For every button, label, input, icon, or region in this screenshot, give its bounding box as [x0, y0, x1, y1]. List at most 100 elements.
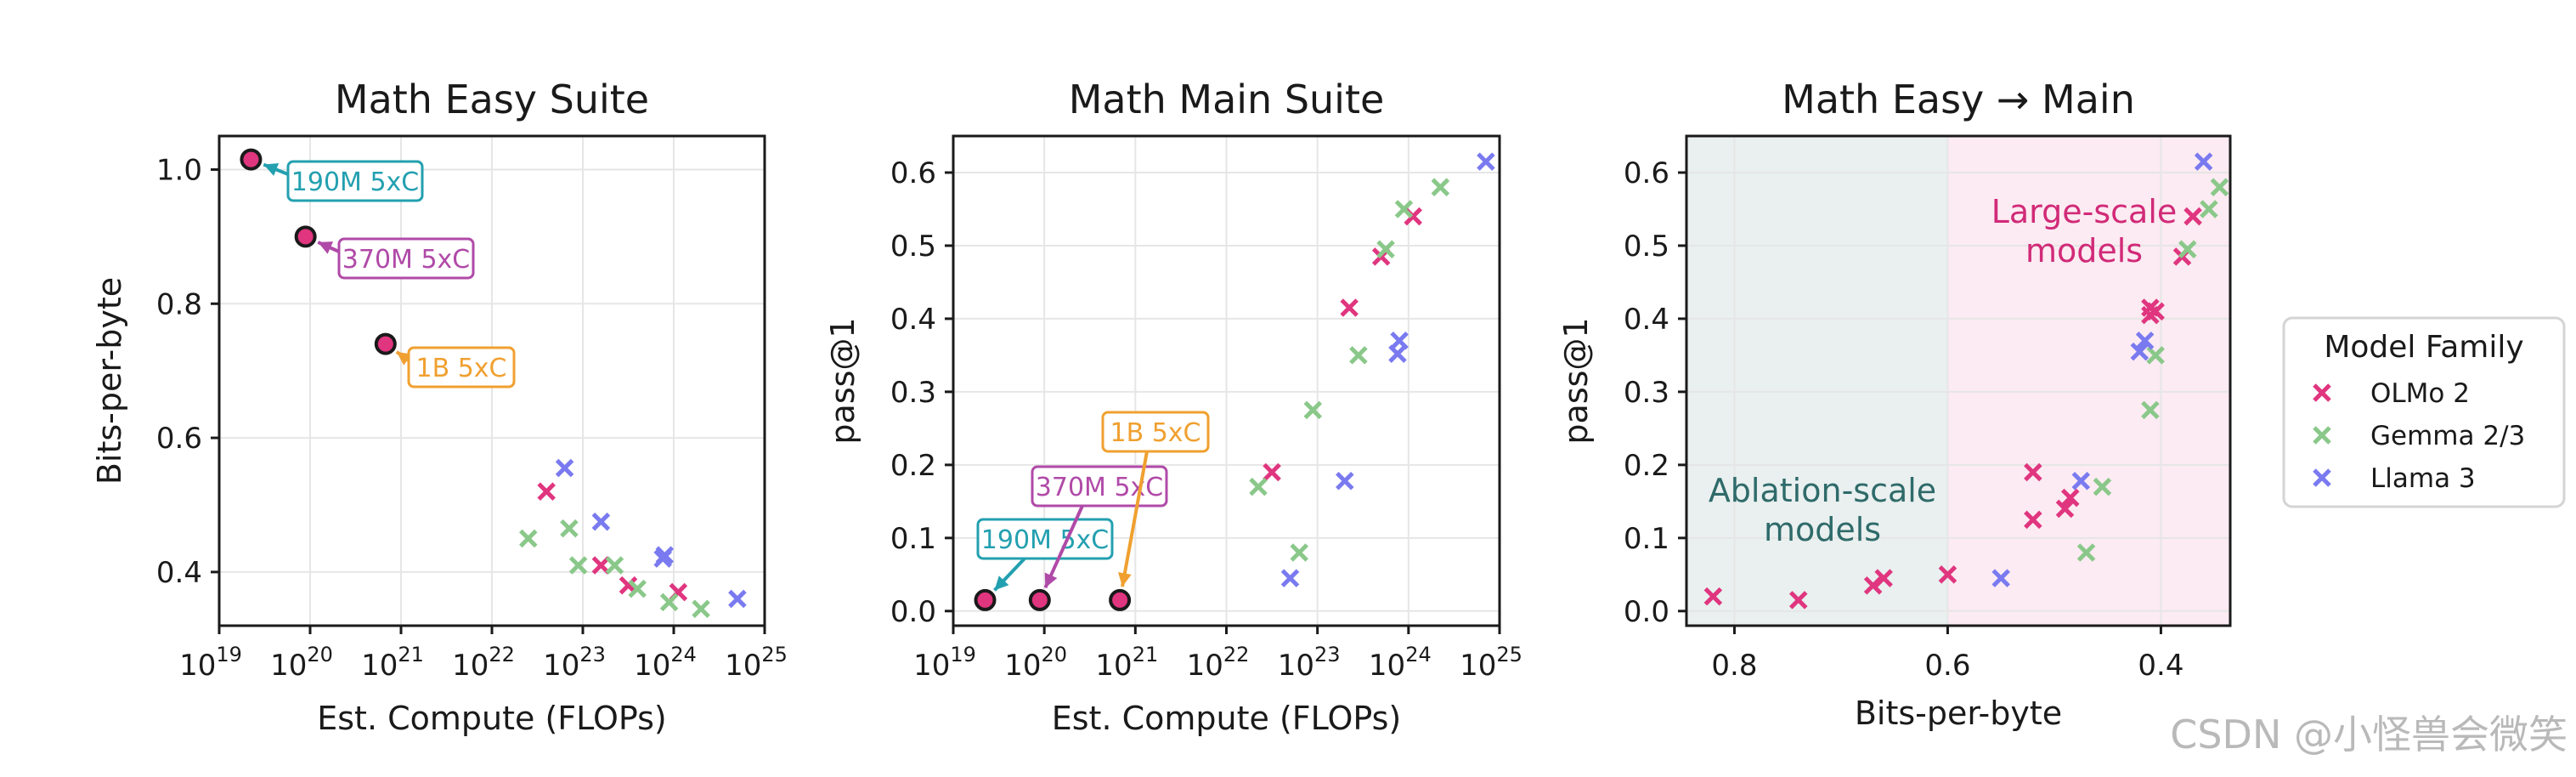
legend-marker-olmo-2 [2313, 383, 2331, 402]
point-gemma-2-3 [2093, 477, 2112, 496]
ablation-region-label: models [1764, 511, 1881, 548]
chart-title: Math Easy → Main [1782, 77, 2135, 122]
point-ablation-models [294, 225, 317, 248]
y-axis-label: pass@1 [1557, 317, 1595, 444]
point-gemma-2-3 [1303, 400, 1323, 420]
y-axis-label: pass@1 [824, 317, 861, 444]
chart-panel-3: Math Easy → Main 0.0 0.1 0.2 0.3 0.4 0.5 0.6 0.8… [1557, 77, 2232, 732]
point-llama-3 [1390, 331, 1409, 350]
annotation-1b-label: 1B 5xC [416, 354, 507, 383]
point-gemma-2-3 [1349, 346, 1368, 365]
annotation-1b-label: 1B 5xC [1110, 418, 1201, 448]
y-tick-label: 0.1 [1624, 522, 1669, 556]
point-llama-3 [1280, 569, 1300, 587]
region-ablation [1686, 136, 1948, 626]
y-tick-label: 0.0 [1624, 595, 1669, 629]
point-gemma-2-3 [1376, 240, 1395, 259]
point-ablation-models [1109, 588, 1132, 611]
chart-title: Math Easy Suite [335, 77, 649, 122]
annotation-370m-label: 370M 5xC [342, 245, 470, 275]
chart-panel-2: Math Main Suite 0.0 0.1 0.2 0.3 0.4 0.5 0.6 1019… [824, 77, 1522, 737]
point-gemma-2-3 [560, 519, 579, 538]
x-tick-label: 1021 [1095, 643, 1158, 683]
y-tick-label: 0.8 [156, 287, 202, 321]
point-gemma-2-3 [2178, 240, 2197, 259]
point-llama-3 [2071, 472, 2091, 491]
x-tick-label: 1023 [1278, 643, 1341, 683]
point-olmo-2 [1788, 591, 1808, 610]
point-olmo-2 [2024, 510, 2042, 530]
point-olmo-2 [1938, 565, 1957, 584]
point-gemma-2-3 [692, 599, 710, 619]
point-gemma-2-3 [2076, 543, 2096, 562]
point-olmo-2 [2055, 499, 2075, 519]
x-tick-label: 1020 [270, 643, 333, 683]
point-gemma-2-3 [2200, 200, 2218, 218]
point-gemma-2-3 [1290, 543, 1309, 562]
annotation-190m-arrow [263, 162, 289, 176]
annotation-1b-box [1101, 411, 1210, 453]
large-region-label: Large-scale [1991, 193, 2178, 230]
x-axis-label: Est. Compute (FLOPs) [317, 700, 667, 737]
point-olmo-2 [2060, 488, 2080, 508]
point-olmo-2 [1340, 298, 1359, 317]
point-ablation-models [374, 332, 397, 355]
large-region-label: models [2025, 232, 2143, 269]
annotation-190m-box [976, 518, 1114, 560]
x-tick-label: 1025 [725, 643, 788, 683]
point-gemma-2-3 [2210, 178, 2229, 196]
annotation-190m-box [286, 160, 424, 202]
annotation-1b-arrow [1117, 451, 1149, 587]
y-tick-label: 0.0 [890, 595, 936, 629]
x-axis-label: Est. Compute (FLOPs) [1052, 700, 1402, 737]
point-olmo-2 [591, 556, 611, 575]
y-tick-label: 0.3 [890, 376, 936, 410]
x-tick-label: 1021 [361, 643, 424, 683]
annotation-370m-arrow [1043, 505, 1084, 589]
point-olmo-2 [2183, 207, 2202, 226]
point-llama-3 [591, 512, 611, 531]
annotation-190m-label: 190M 5xC [981, 525, 1109, 555]
x-tick-label: 1022 [452, 643, 515, 683]
point-llama-3 [2135, 331, 2155, 350]
annotation-190m-arrow [993, 557, 1026, 592]
legend-marker-llama-3 [2313, 468, 2331, 487]
ablation-region-label: Ablation-scale [1709, 472, 1936, 509]
y-tick-label: 0.2 [1624, 449, 1669, 483]
legend-marker-gemma-2-3 [2313, 426, 2331, 445]
y-tick-label: 1.0 [156, 153, 202, 187]
point-llama-3 [655, 546, 675, 564]
x-tick-label: 1025 [1460, 643, 1522, 683]
x-tick-label: 0.4 [2138, 649, 2183, 683]
point-gemma-2-3 [628, 579, 647, 598]
point-gemma-2-3 [568, 556, 588, 575]
annotation-370m-box [1031, 465, 1168, 508]
x-tick-label: 1023 [543, 643, 606, 683]
point-ablation-models [1028, 588, 1051, 611]
y-tick-label: 0.6 [156, 422, 202, 456]
x-tick-label: 1019 [913, 643, 976, 683]
point-llama-3 [1477, 152, 1495, 171]
point-gemma-2-3 [605, 556, 624, 575]
y-tick-label: 0.5 [890, 230, 936, 264]
y-tick-label: 0.3 [1624, 376, 1669, 410]
x-tick-label: 1020 [1004, 643, 1067, 683]
axes-frame [1685, 134, 2232, 627]
chart-panel-1: Math Easy Suite 0.4 0.6 0.8 1.0 1019 1020 1021 1… [91, 77, 788, 737]
annotation-1b-box [407, 346, 516, 388]
point-ablation-models [974, 588, 997, 611]
point-gemma-2-3 [2141, 400, 2160, 420]
x-tick-label: 0.8 [1711, 649, 1757, 683]
x-tick-label: 1024 [634, 643, 697, 683]
point-gemma-2-3 [659, 593, 679, 612]
watermark-text: CSDN @小怪兽会微笑 [2170, 712, 2568, 757]
y-tick-label: 0.4 [890, 303, 936, 337]
point-olmo-2 [1703, 587, 1723, 606]
region-large [1947, 136, 2230, 626]
legend-label: Llama 3 [2370, 463, 2476, 494]
x-tick-label: 1024 [1369, 643, 1432, 683]
point-llama-3 [1991, 569, 2010, 587]
point-llama-3 [1336, 472, 1354, 491]
y-tick-label: 0.6 [890, 156, 936, 190]
